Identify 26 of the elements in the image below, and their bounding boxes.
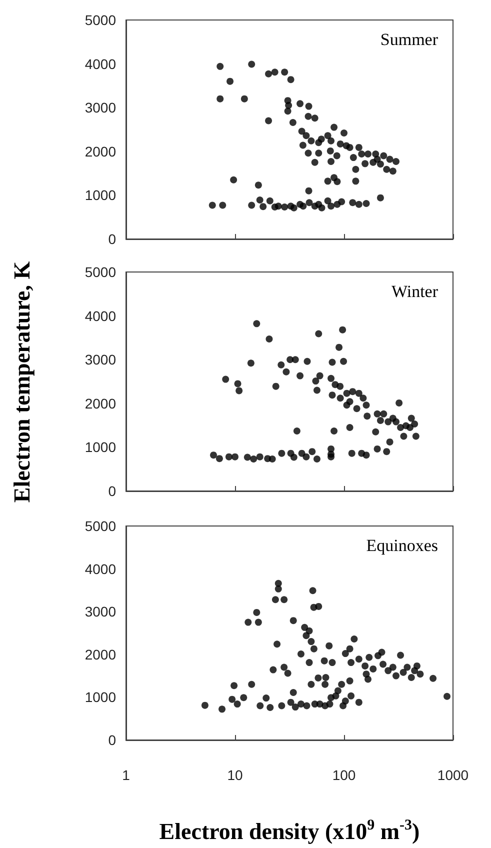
x-tick-label: 1000 — [437, 767, 469, 783]
y-tick-label: 5000 — [84, 264, 116, 280]
y-tick-label: 0 — [108, 231, 116, 247]
y-tick-label: 0 — [108, 483, 116, 499]
y-tick-label: 4000 — [84, 308, 116, 324]
x-tick-label: 10 — [227, 767, 243, 783]
y-tick-label: 1000 — [84, 187, 116, 204]
y-tick-label: 3000 — [84, 352, 116, 368]
y-axis-title: Electron temperature, K — [10, 261, 36, 503]
x-tick-label: 100 — [332, 767, 356, 783]
text: Summer — [380, 30, 438, 49]
y-tick-label: 4000 — [84, 560, 116, 577]
y-tick-label: 1000 — [84, 439, 116, 456]
y-tick-label: 1000 — [84, 689, 116, 706]
y-tick-label: 4000 — [84, 56, 116, 72]
y-tick-label: 0 — [108, 732, 116, 748]
y-tick-label: 3000 — [84, 604, 116, 620]
y-tick-label: 2000 — [84, 395, 116, 412]
y-tick-label: 5000 — [84, 12, 116, 28]
text: Winter — [391, 282, 438, 301]
y-tick-label: 5000 — [84, 518, 116, 534]
text: Equinoxes — [366, 536, 438, 555]
y-tick-label: 2000 — [84, 646, 116, 662]
y-tick-label: 3000 — [84, 100, 116, 116]
y-tick-label: 2000 — [84, 143, 116, 160]
x-tick-label: 1 — [122, 767, 130, 783]
